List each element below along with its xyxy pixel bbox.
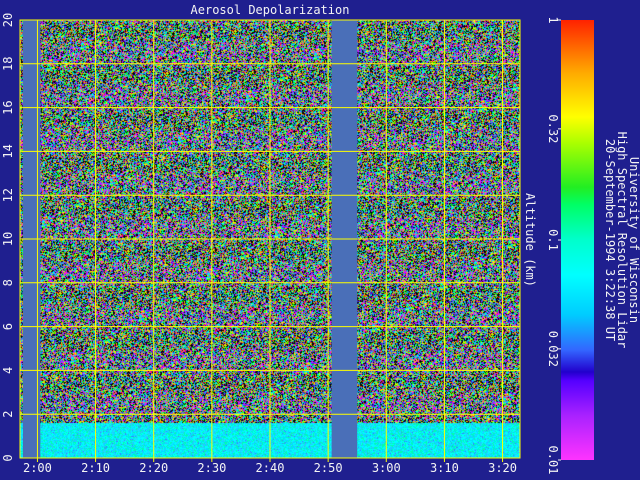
colorbar-tick-label: 0.032 bbox=[546, 331, 560, 367]
credit-timestamp: 20-September-1994 3:22:38 UT bbox=[603, 139, 617, 341]
x-tick-label: 2:10 bbox=[81, 461, 110, 475]
y-tick-label: 4 bbox=[1, 367, 15, 374]
x-tick-label: 2:20 bbox=[139, 461, 168, 475]
y-tick-label: 12 bbox=[1, 188, 15, 202]
y-axis-ticks: 0 2 4 6 8 10 12 14 16 18 20 bbox=[1, 13, 15, 462]
x-tick-label: 3:20 bbox=[488, 461, 517, 475]
y-tick-label: 18 bbox=[1, 57, 15, 71]
colorbar bbox=[561, 20, 594, 460]
y-tick-label: 0 bbox=[1, 454, 15, 461]
x-axis-ticks: 2:00 2:10 2:20 2:30 2:40 2:50 3:00 3:10 3:20 bbox=[23, 458, 517, 475]
y-tick-label: 6 bbox=[1, 323, 15, 330]
y-tick-label: 20 bbox=[1, 13, 15, 27]
colorbar-tick-label: 0.32 bbox=[546, 114, 560, 143]
x-tick-label: 2:40 bbox=[256, 461, 285, 475]
y-tick-label: 10 bbox=[1, 232, 15, 246]
x-tick-label: 2:30 bbox=[197, 461, 226, 475]
colorbar-tick-label: 0.1 bbox=[546, 229, 560, 251]
chart-title: Aerosol Depolarization bbox=[191, 3, 350, 17]
credit-university: University of Wisconsin bbox=[627, 157, 640, 323]
x-tick-label: 2:00 bbox=[23, 461, 52, 475]
credit-instrument: High Spectral Resolution Lidar bbox=[615, 132, 629, 349]
x-tick-label: 3:00 bbox=[372, 461, 401, 475]
x-tick-label: 2:50 bbox=[314, 461, 343, 475]
colorbar-tick-label: 0.01 bbox=[546, 446, 560, 475]
y-tick-label: 14 bbox=[1, 144, 15, 158]
colorbar-tick-label: 1 bbox=[546, 16, 560, 23]
colorbar-ticks: 0.01 0.032 0.1 0.32 1 bbox=[546, 16, 561, 474]
x-tick-label: 3:10 bbox=[430, 461, 459, 475]
colorbar-gradient bbox=[561, 20, 594, 460]
y-axis-label: Altitude (km) bbox=[523, 193, 537, 287]
y-tick-label: 2 bbox=[1, 411, 15, 418]
y-tick-label: 16 bbox=[1, 100, 15, 114]
y-tick-label: 8 bbox=[1, 279, 15, 286]
